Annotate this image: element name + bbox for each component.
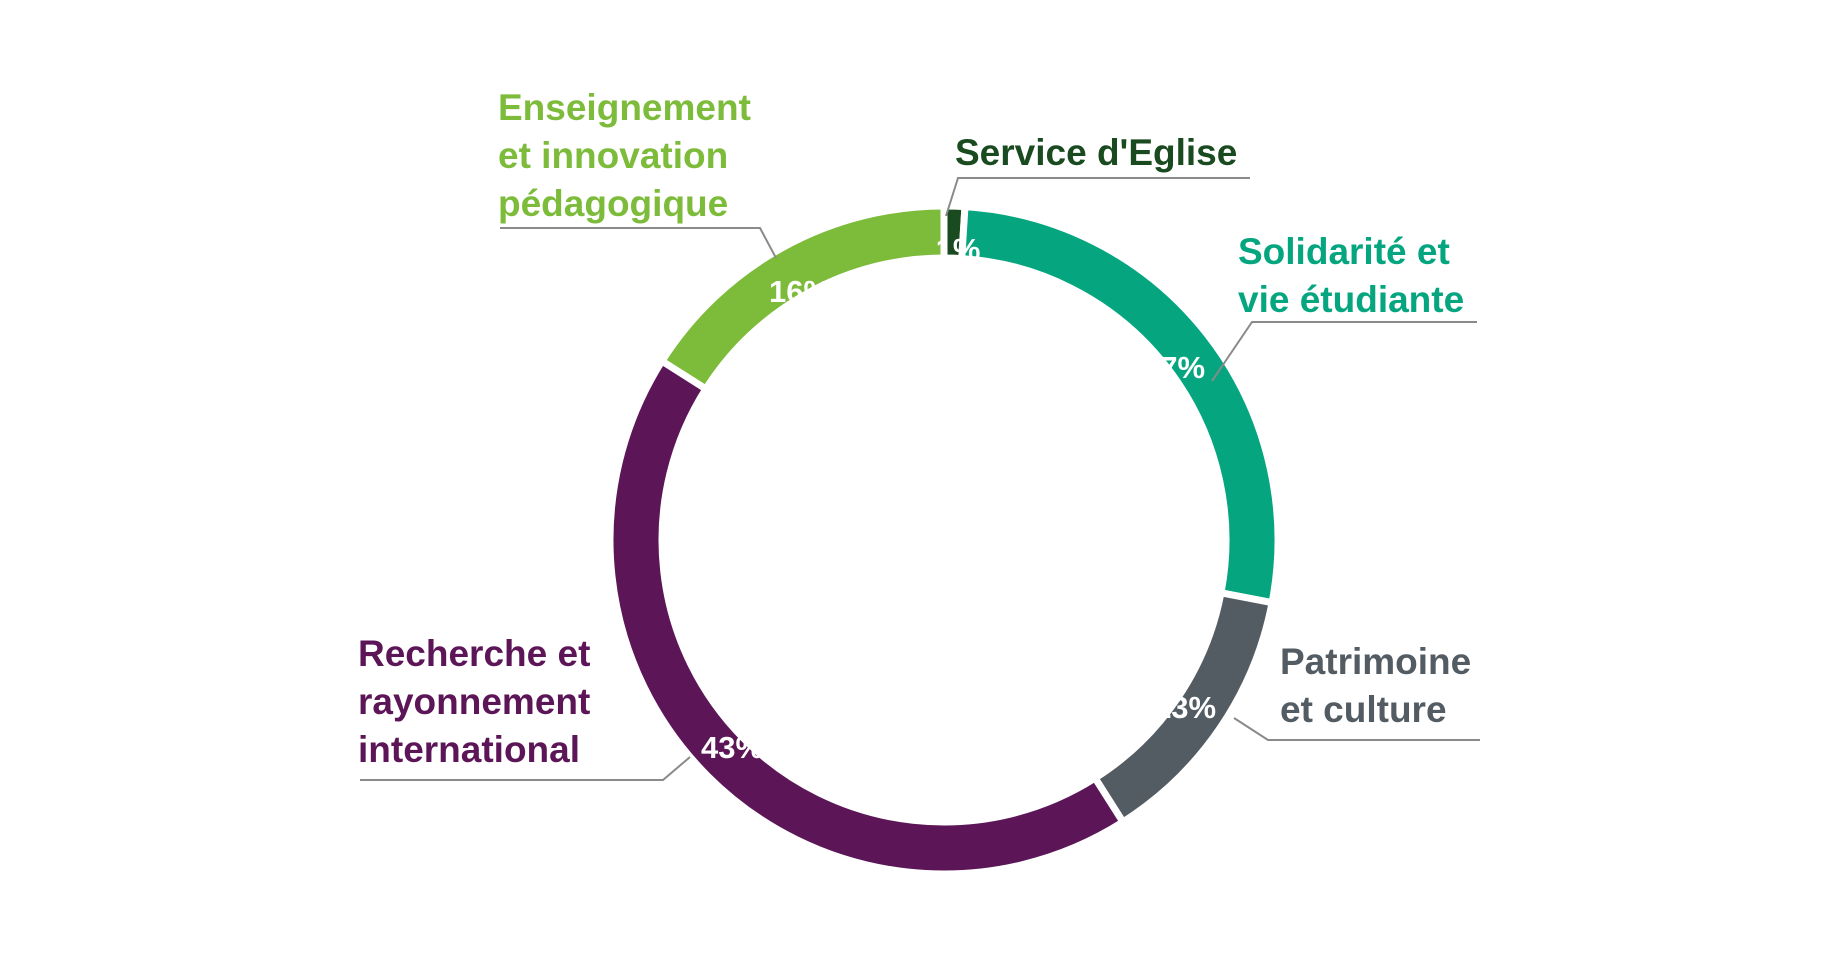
value-label-enseignement-et-innovation-pedagogique: 16%	[769, 274, 831, 309]
leader-line-patrimoine-et-culture	[1233, 717, 1480, 741]
leader-line-enseignement-et-innovation-pedagogique	[500, 227, 777, 259]
category-label-patrimoine-et-culture: Patrimoine et culture	[1280, 641, 1471, 730]
leader-line-service-d-eglise	[945, 177, 1250, 217]
category-label-line: Service d'Eglise	[955, 132, 1237, 173]
slice-solidarite-et-vie-etudiante	[957, 202, 1282, 607]
category-label-service-d-eglise: Service d'Eglise	[955, 132, 1237, 173]
leader-line-solidarite-et-vie-etudiante	[1211, 321, 1477, 382]
category-label-line: Patrimoine	[1280, 641, 1471, 682]
category-labels: Service d'Eglise Solidarité et vie étudian…	[358, 87, 1471, 770]
slice-recherche-et-rayonnement-international	[606, 356, 1128, 878]
category-label-line: Recherche et	[358, 633, 590, 674]
percentage-labels: 1% 27% 13% 43% 16%	[701, 232, 1216, 765]
donut-slices	[606, 202, 1282, 878]
category-label-line: et innovation	[498, 135, 728, 176]
category-label-enseignement-et-innovation-pedagogique: Enseignement et innovation pédagogique	[498, 87, 751, 224]
value-label-patrimoine-et-culture: 13%	[1154, 690, 1216, 725]
value-label-service-d-eglise: 1%	[936, 232, 981, 267]
category-label-line: international	[358, 729, 580, 770]
category-label-recherche-et-rayonnement-international: Recherche et rayonnement international	[358, 633, 590, 770]
category-label-line: Enseignement	[498, 87, 751, 128]
value-label-solidarite-et-vie-etudiante: 27%	[1143, 350, 1205, 385]
slice-enseignement-et-innovation-pedagogique	[657, 202, 948, 394]
category-label-line: rayonnement	[358, 681, 590, 722]
leader-line-recherche-et-rayonnement-international	[360, 756, 691, 781]
category-label-line: vie étudiante	[1238, 279, 1464, 320]
category-label-line: et culture	[1280, 689, 1447, 730]
value-label-recherche-et-rayonnement-international: 43%	[701, 730, 763, 765]
leader-lines	[360, 177, 1480, 781]
category-label-line: Solidarité et	[1238, 231, 1450, 272]
category-label-line: pédagogique	[498, 183, 728, 224]
category-label-solidarite-et-vie-etudiante: Solidarité et vie étudiante	[1238, 231, 1464, 320]
